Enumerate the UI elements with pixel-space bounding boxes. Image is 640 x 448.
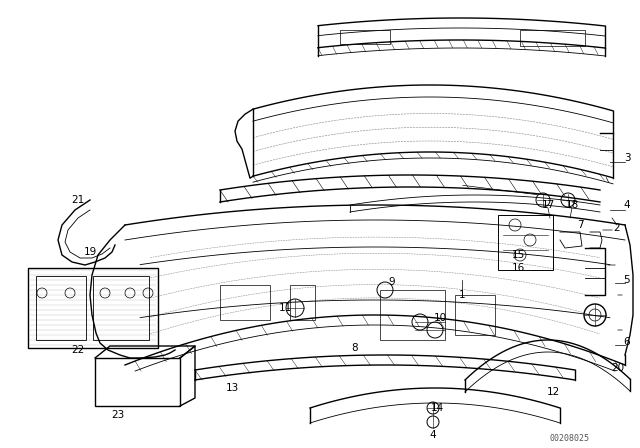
Text: 4: 4 <box>429 430 436 440</box>
Text: 11: 11 <box>278 303 292 313</box>
Text: 13: 13 <box>225 383 239 393</box>
Text: 6: 6 <box>624 337 630 347</box>
Text: 1: 1 <box>459 290 465 300</box>
Text: 21: 21 <box>72 195 84 205</box>
Text: 8: 8 <box>352 343 358 353</box>
Text: 5: 5 <box>624 275 630 285</box>
Text: 15: 15 <box>511 250 525 260</box>
Text: 18: 18 <box>565 200 579 210</box>
Text: 16: 16 <box>511 263 525 273</box>
Text: 3: 3 <box>624 153 630 163</box>
Text: 12: 12 <box>547 387 559 397</box>
Text: 2: 2 <box>614 223 620 233</box>
Text: 14: 14 <box>430 403 444 413</box>
Text: 22: 22 <box>72 345 84 355</box>
Text: 7: 7 <box>577 220 583 230</box>
Text: 9: 9 <box>388 277 396 287</box>
Text: 20: 20 <box>611 363 625 373</box>
Text: 23: 23 <box>111 410 125 420</box>
Text: 17: 17 <box>541 200 555 210</box>
Text: 19: 19 <box>83 247 97 257</box>
Text: 4: 4 <box>624 200 630 210</box>
Text: 10: 10 <box>433 313 447 323</box>
Text: 00208025: 00208025 <box>550 434 590 443</box>
